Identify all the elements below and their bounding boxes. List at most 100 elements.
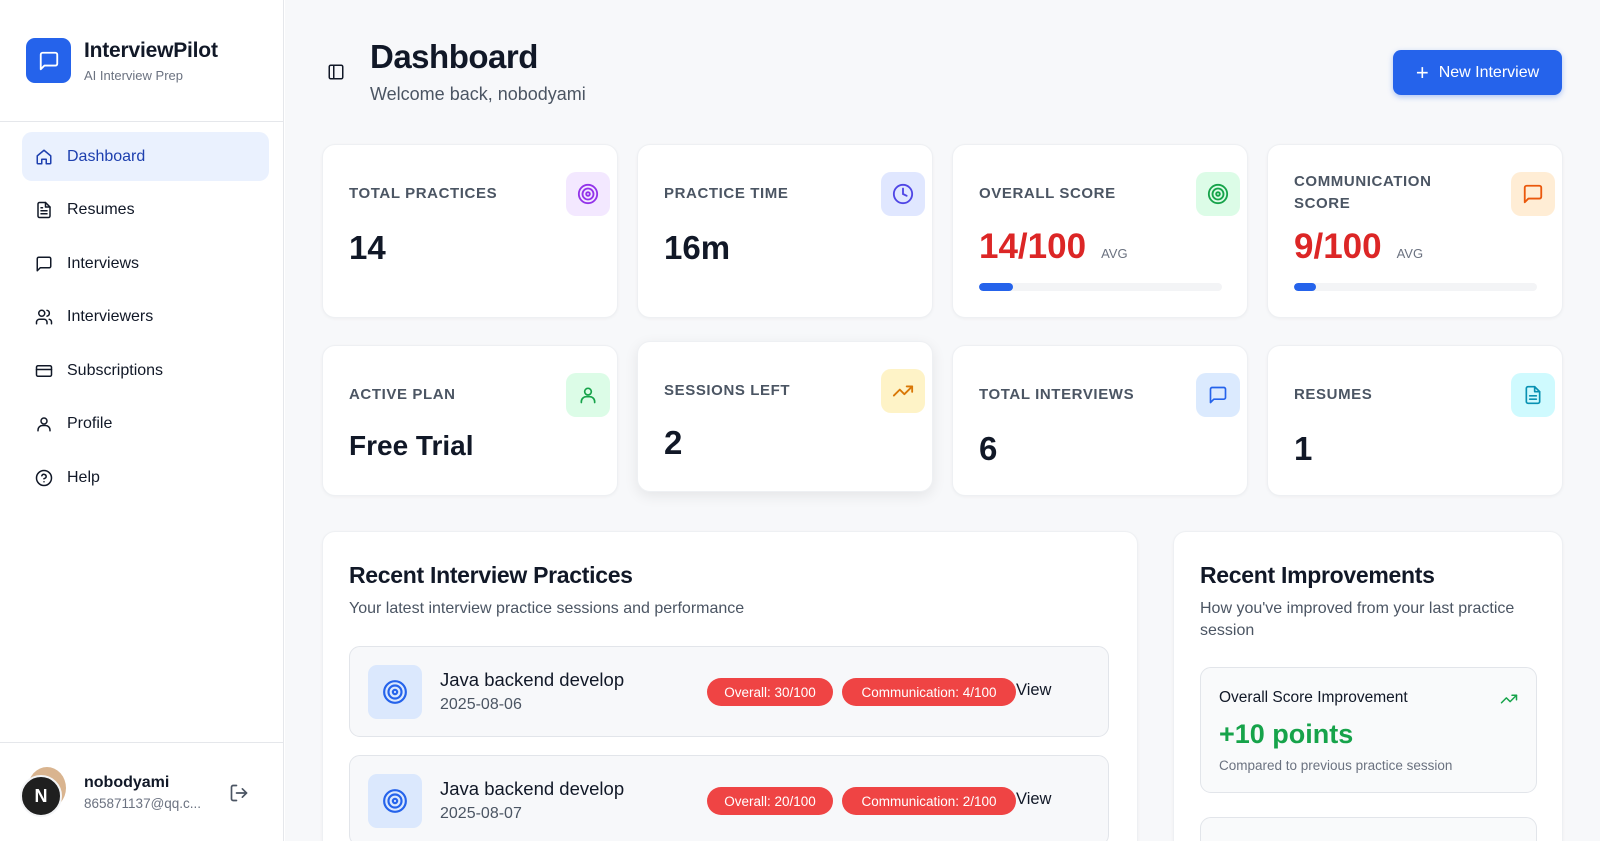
stat-label: Overall Score xyxy=(979,185,1116,202)
practice-title: Java backend develop xyxy=(440,669,625,690)
sidebar-item-label: Interviews xyxy=(67,254,140,272)
user-name: nobodyami xyxy=(84,773,170,791)
communication-badge: Communication: 2/100 xyxy=(842,787,1016,815)
stat-value: 2 xyxy=(664,424,683,461)
stat-card-overall-score: Overall Score 14/100 AVG xyxy=(952,144,1248,318)
sidebar-item-resumes[interactable]: Resumes xyxy=(22,186,269,235)
avatar[interactable]: N xyxy=(20,767,70,817)
stat-value: Free Trial xyxy=(349,430,474,461)
section-subtitle: Your latest interview practice sessions … xyxy=(349,600,745,617)
home-icon xyxy=(35,148,53,166)
sidebar-item-interviewers[interactable]: Interviewers xyxy=(22,293,269,342)
sidebar-item-label: Resumes xyxy=(67,201,135,218)
section-title: Recent Interview Practices xyxy=(349,562,633,588)
user-panel: N nobodyami 865871137@qq.c... xyxy=(0,742,284,841)
document-icon xyxy=(35,201,53,219)
brand-name: InterviewPilot xyxy=(84,38,218,62)
view-button[interactable]: View xyxy=(1016,681,1052,699)
section-subtitle: How you've improved from your last pract… xyxy=(1200,600,1515,639)
overall-badge: Overall: 20/100 xyxy=(707,787,833,815)
stat-value: 14/100 xyxy=(979,227,1087,266)
sidebar-item-label: Dashboard xyxy=(67,147,146,165)
brand-tagline: AI Interview Prep xyxy=(84,67,183,83)
target-icon xyxy=(1196,172,1240,216)
stat-label: Active Plan xyxy=(349,386,456,403)
stat-value: 1 xyxy=(1294,430,1313,467)
trending-up-icon xyxy=(881,369,925,413)
stat-card-practice-time: Practice Time 16m xyxy=(637,144,933,318)
stat-card-sessions-left: Sessions Left 2 xyxy=(637,341,933,492)
chat-icon xyxy=(35,255,53,273)
progress-bar xyxy=(1294,283,1537,291)
target-icon xyxy=(368,774,422,828)
stat-unit: AVG xyxy=(1101,246,1128,261)
stat-label-line2: Score xyxy=(1294,195,1351,212)
recent-improvements-panel: Recent Improvements How you've improved … xyxy=(1173,531,1563,841)
stat-label: Practice Time xyxy=(664,185,789,202)
clock-icon xyxy=(881,172,925,216)
sidebar-nav: Dashboard Resumes Interviews Interviewer… xyxy=(0,122,283,502)
chat-bubble-icon xyxy=(26,38,71,83)
recent-practices-panel: Recent Interview Practices Your latest i… xyxy=(322,531,1138,841)
sidebar-item-profile[interactable]: Profile xyxy=(22,400,269,449)
stat-card-active-plan: Active Plan Free Trial xyxy=(322,345,618,496)
avatar-initial: N xyxy=(20,775,62,817)
section-title: Recent Improvements xyxy=(1200,562,1435,588)
stat-label: Sessions Left xyxy=(664,382,791,399)
improvement-label: Overall Score Improvement xyxy=(1219,689,1408,706)
progress-fill xyxy=(979,283,1014,291)
stat-value: 6 xyxy=(979,430,998,467)
message-icon xyxy=(1511,172,1555,216)
overall-badge: Overall: 30/100 xyxy=(707,678,833,706)
logout-icon[interactable] xyxy=(229,783,249,808)
improvement-card: Overall Score Improvement +10 points Com… xyxy=(1200,667,1537,793)
stat-card-total-interviews: Total Interviews 6 xyxy=(952,345,1248,496)
users-icon xyxy=(35,308,53,326)
page-subtitle: Welcome back, nobodyami xyxy=(370,84,586,104)
credit-card-icon xyxy=(35,362,53,380)
sidebar-item-label: Interviewers xyxy=(67,308,154,325)
stat-card-total-practices: Total Practices 14 xyxy=(322,144,618,318)
stat-label: Communication Score xyxy=(1294,171,1432,215)
sidebar-item-help[interactable]: Help xyxy=(22,453,269,502)
improvement-note: Compared to previous practice session xyxy=(1219,758,1453,773)
plus-icon: + xyxy=(1415,59,1429,85)
view-button[interactable]: View xyxy=(1016,790,1052,808)
stat-label-line1: Communication xyxy=(1294,173,1432,190)
new-interview-label: New Interview xyxy=(1438,63,1540,81)
target-icon xyxy=(368,665,422,719)
progress-bar xyxy=(979,283,1222,291)
sidebar-item-dashboard[interactable]: Dashboard xyxy=(22,132,269,181)
user-icon xyxy=(566,373,610,417)
sidebar-toggle-icon[interactable] xyxy=(327,63,345,86)
help-circle-icon xyxy=(35,469,53,487)
stat-value: 14 xyxy=(349,229,386,266)
user-icon xyxy=(35,415,53,433)
stat-value: 9/100 xyxy=(1294,227,1382,266)
practice-title: Java backend develop xyxy=(440,778,625,799)
sidebar-item-subscriptions[interactable]: Subscriptions xyxy=(22,346,269,395)
list-item[interactable]: Java backend develop 2025-08-07 Overall:… xyxy=(349,755,1109,841)
trending-up-icon xyxy=(1500,690,1518,713)
improvement-value: +10 points xyxy=(1219,719,1354,749)
sidebar-item-label: Help xyxy=(67,468,100,486)
stat-label: Total Interviews xyxy=(979,386,1135,403)
sidebar-item-interviews[interactable]: Interviews xyxy=(22,239,269,288)
stat-card-communication-score: Communication Score 9/100 AVG xyxy=(1267,144,1563,318)
progress-fill xyxy=(1294,283,1316,291)
stat-label: Total Practices xyxy=(349,185,498,202)
practice-date: 2025-08-07 xyxy=(440,805,522,822)
page-title: Dashboard xyxy=(370,38,538,75)
improvement-card xyxy=(1200,817,1537,841)
sidebar: InterviewPilot AI Interview Prep Dashboa… xyxy=(0,0,284,841)
communication-badge: Communication: 4/100 xyxy=(842,678,1016,706)
sidebar-item-label: Subscriptions xyxy=(67,361,164,379)
document-icon xyxy=(1511,373,1555,417)
message-icon xyxy=(1196,373,1240,417)
stat-label: Resumes xyxy=(1294,386,1373,403)
new-interview-button[interactable]: + New Interview xyxy=(1393,50,1562,95)
brand: InterviewPilot AI Interview Prep xyxy=(0,0,283,122)
target-icon xyxy=(566,172,610,216)
list-item[interactable]: Java backend develop 2025-08-06 Overall:… xyxy=(349,646,1109,737)
user-email: 865871137@qq.c... xyxy=(84,795,202,811)
